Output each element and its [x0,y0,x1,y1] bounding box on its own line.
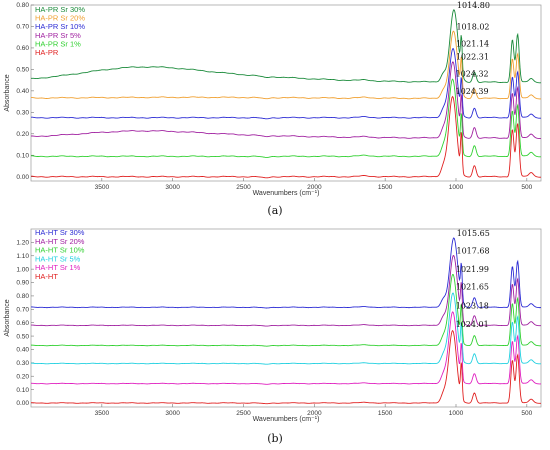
legend-entry: HA-PR Sr 30% [35,5,85,14]
legend-entry: HA-HT Sr 20% [35,237,85,246]
legend-entry: HA-HT [35,272,58,281]
legend-entry: HA-HT Sr 1% [35,263,81,272]
peak-label: 1015.65 [457,229,490,238]
y-tick-label: 1.20 [16,240,29,247]
x-tick-label: 3000 [165,184,180,191]
spectrum-line [31,329,541,405]
y-tick-label: 0.20 [16,131,29,138]
y-tick-label: 0.10 [16,152,29,159]
x-axis-title: Wavenumbers (cm⁻¹) [253,416,320,423]
x-tick-label: 3500 [95,410,110,417]
peak-label: 1023.18 [456,301,489,310]
peak-label: 1024.39 [456,87,489,96]
peak-label: 1018.02 [456,22,489,31]
spectrum-line [31,9,541,84]
panel-a: 3500 3000 2500 2000 1500 1000 500 0.00 0.10 0.20 0… [4,1,542,217]
spectrum-line [31,30,541,100]
y-tick-label: 0.60 [16,320,29,327]
panel-label: (a) [267,204,282,217]
y-tick-label: 0.70 [16,24,29,31]
x-tick-label: 2500 [236,184,251,191]
y-tick-label: 0.00 [16,400,29,407]
spectrum-line [31,254,541,327]
y-tick-label: 0.40 [16,347,29,354]
y-tick-label: 0.50 [16,67,29,74]
legend-entry: HA-HT Sr 30% [35,228,85,237]
spectrum-line [31,311,541,385]
spectrum-line [31,273,541,347]
y-tick-label: 0.50 [16,333,29,340]
panel-label: (b) [267,432,283,445]
spectra-group [31,9,541,179]
plot-frame [30,228,542,408]
panel-b: 3500 3000 2500 2000 1500 1000 500 0.00 0.10 0.20 0… [4,228,542,445]
peak-label: 1022.31 [456,53,489,62]
spectrum-line [31,292,541,365]
y-tick-label: 0.00 [16,174,29,181]
y-tick-label: 0.90 [16,280,29,287]
spectrum-line [31,47,541,120]
x-tick-label: 3000 [165,410,180,417]
peak-label: 1024.32 [456,70,489,79]
legend-entry: HA-PR Sr 5% [35,31,81,40]
peak-label: 1021.65 [456,283,489,292]
legend-entry: HA-HT Sr 10% [35,246,85,255]
x-tick-label: 1500 [378,184,393,191]
spectrum-line [31,61,541,140]
legend-entry: HA-PR Sr 10% [35,22,85,31]
x-tick-label: 3500 [95,184,110,191]
x-axis-title: Wavenumbers (cm⁻¹) [253,190,320,197]
y-tick-label: 0.80 [16,2,29,9]
y-tick-label: 0.10 [16,387,29,394]
y-tick-label: 1.10 [16,253,29,260]
spectra-group [31,237,541,405]
x-tick-label: 2000 [307,184,322,191]
y-tick-label: 0.60 [16,45,29,52]
y-tick-label: 0.30 [16,360,29,367]
spectrum-line [31,78,541,158]
x-tick-label: 2500 [236,410,251,417]
peak-label: 1024.01 [456,320,489,329]
spectrum-line [31,237,541,309]
x-tick-label: 500 [521,410,532,417]
plot-frame [30,4,542,182]
x-tick-label: 1000 [449,410,464,417]
y-axis-title: Absorbance [4,74,11,111]
legend-entry: HA-HT Sr 5% [35,254,81,263]
spectrum-line [31,95,541,179]
legend-entry: HA-PR [35,48,59,57]
y-tick-label: 0.30 [16,110,29,117]
x-tick-label: 1500 [378,410,393,417]
x-tick-label: 500 [521,184,532,191]
x-tick-label: 2000 [307,410,322,417]
y-tick-label: 0.70 [16,307,29,314]
peak-label: 1017.68 [456,246,489,255]
peak-label: 1021.14 [456,40,489,49]
y-tick-label: 1.00 [16,266,29,273]
peak-label: 1014.80 [457,1,490,10]
y-tick-label: 0.40 [16,88,29,95]
x-tick-label: 1000 [449,184,464,191]
legend-entry: HA-PR Sr 1% [35,39,81,48]
y-axis-title: Absorbance [4,299,11,336]
y-tick-label: 0.80 [16,293,29,300]
y-tick-label: 0.20 [16,373,29,380]
legend-entry: HA-PR Sr 20% [35,14,85,23]
peak-label: 1021.99 [456,265,489,274]
